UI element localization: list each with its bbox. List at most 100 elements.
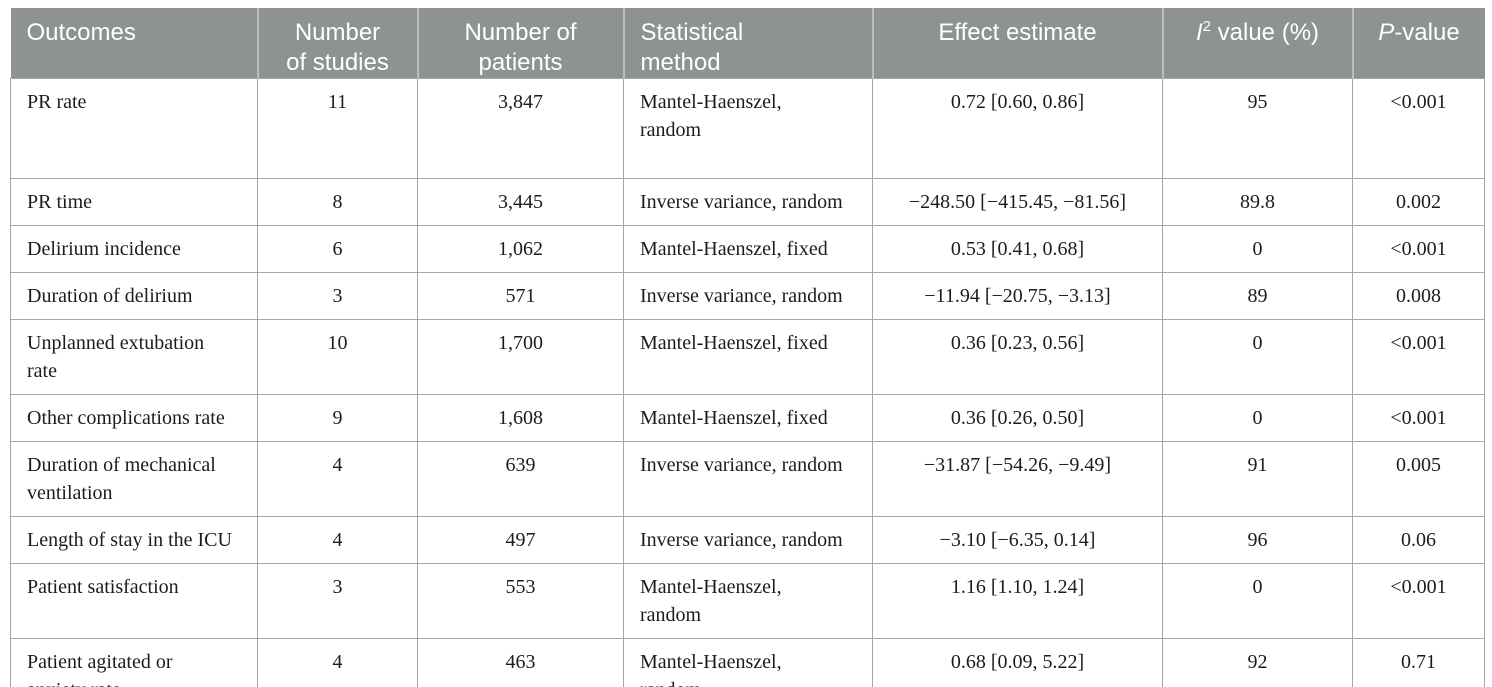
cell-effect-estimate: 0.68 [0.09, 5.22] bbox=[872, 638, 1163, 687]
table-row: Other complications rate 9 1,608 Mantel-… bbox=[10, 394, 1485, 442]
cell-outcome: Patient agitated oranxiety rate bbox=[10, 638, 258, 687]
superscript-2: 2 bbox=[1202, 18, 1211, 35]
cell-effect-estimate: −248.50 [−415.45, −81.56] bbox=[872, 178, 1163, 226]
cell-outcome: PR rate bbox=[10, 78, 258, 179]
cell-number-of-patients: 1,608 bbox=[417, 394, 624, 442]
header-label: Outcomes bbox=[26, 19, 136, 46]
header-label: I bbox=[1195, 19, 1203, 46]
table-row: Patient agitated oranxiety rate 4 463 Ma… bbox=[10, 638, 1485, 687]
cell-p-value: <0.001 bbox=[1352, 319, 1485, 395]
cell-i2-value: 96 bbox=[1162, 516, 1353, 564]
table-row: Delirium incidence 6 1,062 Mantel-Haensz… bbox=[10, 225, 1485, 273]
cell-statistical-method: Mantel-Haenszel,random bbox=[623, 563, 873, 639]
table-body: PR rate 11 3,847 Mantel-Haenszel, random … bbox=[10, 78, 1485, 687]
cell-p-value: <0.001 bbox=[1352, 78, 1485, 179]
cell-effect-estimate: −11.94 [−20.75, −3.13] bbox=[872, 272, 1163, 320]
cell-outcome: Other complications rate bbox=[10, 394, 258, 442]
cell-outcome: Delirium incidence bbox=[10, 225, 258, 273]
cell-number-of-patients: 1,700 bbox=[417, 319, 624, 395]
cell-i2-value: 91 bbox=[1162, 441, 1353, 517]
cell-statistical-method: Mantel-Haenszel,random bbox=[623, 638, 873, 687]
col-header-number-of-studies: Number of studies bbox=[256, 8, 418, 79]
table-header: Outcomes Number of studies Number of patie… bbox=[10, 8, 1485, 79]
cell-p-value: <0.001 bbox=[1352, 563, 1485, 639]
cell-number-of-studies: 3 bbox=[257, 272, 418, 320]
cell-number-of-patients: 639 bbox=[417, 441, 624, 517]
cell-number-of-patients: 3,847 bbox=[417, 78, 624, 179]
cell-number-of-studies: 6 bbox=[257, 225, 418, 273]
cell-statistical-method: Inverse variance, random bbox=[623, 272, 873, 320]
cell-number-of-patients: 571 bbox=[417, 272, 624, 320]
table-row: Duration of delirium 3 571 Inverse varia… bbox=[10, 272, 1485, 320]
table-row: Patient satisfaction 3 553 Mantel-Haensz… bbox=[10, 563, 1485, 639]
cell-statistical-method: Inverse variance, random bbox=[623, 516, 873, 564]
cell-statistical-method: Mantel-Haenszel, fixed bbox=[623, 394, 873, 442]
cell-i2-value: 0 bbox=[1162, 394, 1353, 442]
cell-outcome: Duration of delirium bbox=[10, 272, 258, 320]
cell-outcome: Unplanned extubation rate bbox=[10, 319, 258, 395]
cell-i2-value: 0 bbox=[1162, 225, 1353, 273]
cell-number-of-studies: 9 bbox=[257, 394, 418, 442]
cell-effect-estimate: 1.16 [1.10, 1.24] bbox=[872, 563, 1163, 639]
cell-number-of-patients: 3,445 bbox=[417, 178, 624, 226]
cell-outcome: PR time bbox=[10, 178, 258, 226]
cell-outcome: Duration of mechanical ventilation bbox=[10, 441, 258, 517]
cell-p-value: <0.001 bbox=[1352, 225, 1485, 273]
cell-effect-estimate: 0.36 [0.26, 0.50] bbox=[872, 394, 1163, 442]
col-header-i2-value: I2 value (%) bbox=[1161, 8, 1353, 79]
cell-outcome: Patient satisfaction bbox=[10, 563, 258, 639]
header-label: Number bbox=[294, 19, 381, 46]
header-label: Number of bbox=[464, 19, 577, 46]
cell-i2-value: 92 bbox=[1162, 638, 1353, 687]
cell-number-of-studies: 8 bbox=[257, 178, 418, 226]
cell-i2-value: 0 bbox=[1162, 319, 1353, 395]
cell-i2-value: 95 bbox=[1162, 78, 1353, 179]
cell-number-of-studies: 4 bbox=[257, 638, 418, 687]
cell-i2-value: 89.8 bbox=[1162, 178, 1353, 226]
col-header-effect-estimate: Effect estimate bbox=[871, 8, 1163, 79]
cell-statistical-method: Inverse variance, random bbox=[623, 178, 873, 226]
cell-number-of-patients: 463 bbox=[417, 638, 624, 687]
cell-effect-estimate: 0.72 [0.60, 0.86] bbox=[872, 78, 1163, 179]
cell-number-of-studies: 10 bbox=[257, 319, 418, 395]
table-row: Unplanned extubation rate 10 1,700 Mantel… bbox=[10, 319, 1485, 395]
cell-i2-value: 0 bbox=[1162, 563, 1353, 639]
cell-p-value: <0.001 bbox=[1352, 394, 1485, 442]
cell-p-value: 0.005 bbox=[1352, 441, 1485, 517]
cell-number-of-studies: 4 bbox=[257, 441, 418, 517]
table-row: Duration of mechanical ventilation 4 639 … bbox=[10, 441, 1485, 517]
col-header-outcomes: Outcomes bbox=[10, 8, 258, 79]
cell-effect-estimate: −31.87 [−54.26, −9.49] bbox=[872, 441, 1163, 517]
cell-number-of-patients: 553 bbox=[417, 563, 624, 639]
col-header-p-value: P-value bbox=[1351, 8, 1485, 79]
cell-statistical-method: Mantel-Haenszel, fixed bbox=[623, 319, 873, 395]
cell-effect-estimate: 0.53 [0.41, 0.68] bbox=[872, 225, 1163, 273]
outcomes-table: Outcomes Number of studies Number of patie… bbox=[10, 8, 1485, 687]
cell-number-of-patients: 497 bbox=[417, 516, 624, 564]
header-label: Effect estimate bbox=[938, 19, 1097, 46]
cell-p-value: 0.06 bbox=[1352, 516, 1485, 564]
header-label: P bbox=[1378, 19, 1395, 46]
table-row: PR time 8 3,445 Inverse variance, random… bbox=[10, 178, 1485, 226]
cell-outcome: Length of stay in the ICU bbox=[10, 516, 258, 564]
col-header-number-of-patients: Number of patients bbox=[416, 8, 624, 79]
cell-number-of-patients: 1,062 bbox=[417, 225, 624, 273]
cell-statistical-method: Mantel-Haenszel,random bbox=[623, 78, 873, 179]
table-row: PR rate 11 3,847 Mantel-Haenszel, random … bbox=[10, 78, 1485, 179]
cell-statistical-method: Inverse variance, random bbox=[623, 441, 873, 517]
col-header-statistical-method: Statistical method bbox=[622, 8, 873, 79]
cell-number-of-studies: 4 bbox=[257, 516, 418, 564]
cell-effect-estimate: 0.36 [0.23, 0.56] bbox=[872, 319, 1163, 395]
cell-p-value: 0.002 bbox=[1352, 178, 1485, 226]
header-row: Outcomes Number of studies Number of patie… bbox=[10, 8, 1485, 79]
cell-p-value: 0.71 bbox=[1352, 638, 1485, 687]
cell-number-of-studies: 3 bbox=[257, 563, 418, 639]
cell-statistical-method: Mantel-Haenszel, fixed bbox=[623, 225, 873, 273]
cell-number-of-studies: 11 bbox=[257, 78, 418, 179]
cell-effect-estimate: −3.10 [−6.35, 0.14] bbox=[872, 516, 1163, 564]
cell-p-value: 0.008 bbox=[1352, 272, 1485, 320]
table-row: Length of stay in the ICU 4 497 Inverse … bbox=[10, 516, 1485, 564]
header-label: Statistical bbox=[640, 19, 744, 46]
cell-i2-value: 89 bbox=[1162, 272, 1353, 320]
